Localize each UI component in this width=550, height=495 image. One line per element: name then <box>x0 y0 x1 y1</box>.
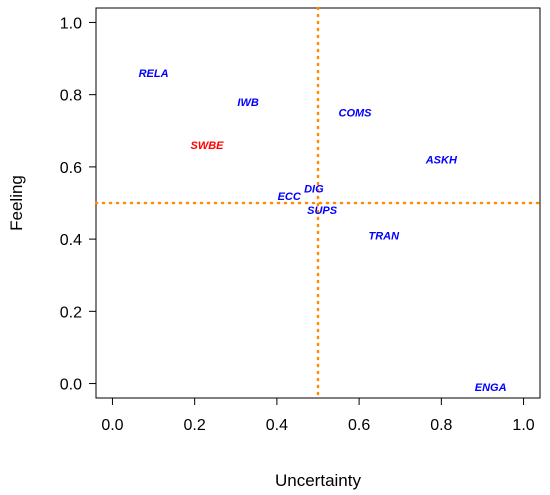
point-label-sups: SUPS <box>307 205 338 217</box>
y-tick-label: 0.0 <box>60 377 82 394</box>
x-axis-title: Uncertainty <box>275 471 361 490</box>
x-tick-label: 0.8 <box>430 417 452 434</box>
point-label-iwb: IWB <box>237 97 258 109</box>
x-tick-label: 1.0 <box>512 417 534 434</box>
y-axis-title: Feeling <box>7 175 26 231</box>
y-tick-label: 1.0 <box>60 15 82 32</box>
reference-lines <box>94 6 542 400</box>
y-axis: 0.0 0.2 0.4 0.6 0.8 1.0 <box>60 15 96 394</box>
point-label-dig: DIG <box>304 184 324 196</box>
point-label-rela: RELA <box>139 68 169 80</box>
point-label-enga: ENGA <box>475 382 507 394</box>
x-tick-label: 0.0 <box>101 417 123 434</box>
point-label-tran: TRAN <box>368 231 400 243</box>
point-label-coms: COMS <box>339 108 373 120</box>
y-tick-label: 0.8 <box>60 88 82 105</box>
x-tick-label: 0.6 <box>348 417 370 434</box>
point-label-swbe: SWBE <box>191 140 225 152</box>
x-tick-label: 0.2 <box>184 417 206 434</box>
point-label-askh: ASKH <box>425 155 458 167</box>
y-tick-label: 0.6 <box>60 160 82 177</box>
x-tick-label: 0.4 <box>266 417 288 434</box>
point-label-ecc: ECC <box>278 191 302 203</box>
y-tick-label: 0.4 <box>60 232 82 249</box>
x-axis: 0.0 0.2 0.4 0.6 0.8 1.0 <box>101 398 535 434</box>
y-tick-label: 0.2 <box>60 304 82 321</box>
